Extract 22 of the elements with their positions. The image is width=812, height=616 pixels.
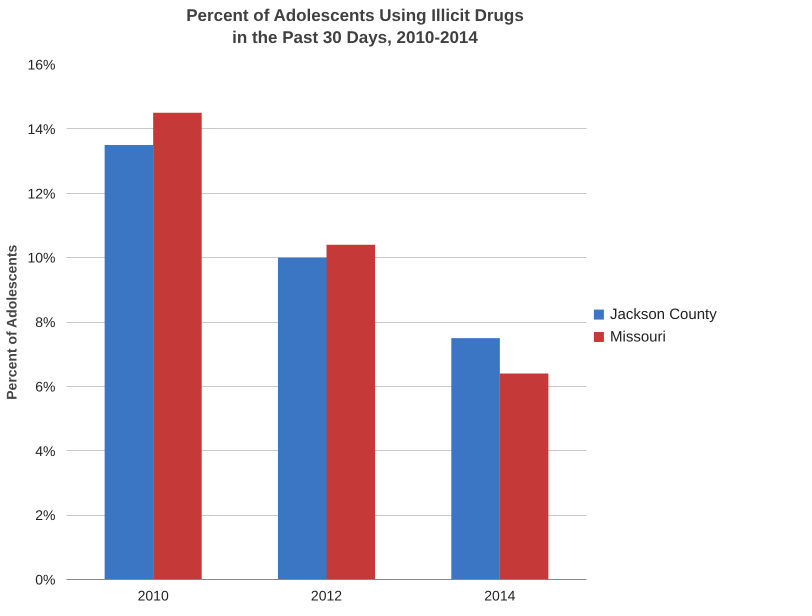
x-tick-label: 2010: [138, 588, 169, 604]
legend-label: Missouri: [610, 328, 666, 346]
y-tick-label: 12%: [27, 185, 56, 202]
y-tick-label: 14%: [27, 121, 56, 138]
y-tick-label: 8%: [35, 314, 56, 330]
bar: [104, 145, 154, 580]
bar: [500, 374, 548, 580]
y-axis-title: Percent of Adolescents: [3, 244, 20, 400]
bar: [326, 244, 376, 580]
y-tick-label: 2%: [35, 507, 56, 524]
bar: [451, 338, 500, 580]
x-tick-label: 2012: [310, 588, 342, 604]
y-tick-label: 0%: [35, 572, 56, 588]
y-tick-label: 10%: [27, 250, 56, 266]
y-tick-label: 6%: [35, 378, 56, 395]
y-tick-label: 4%: [35, 442, 56, 459]
bar: [153, 112, 202, 580]
x-tick-label: 2014: [484, 588, 516, 604]
bar: [278, 258, 326, 580]
legend-label: Jackson County: [610, 306, 718, 324]
y-tick-label: 16%: [27, 56, 56, 73]
chart-title: Percent of Adolescents Using Illicit Drugs in the Past 30 Days, 2010-2014: [186, 5, 524, 50]
